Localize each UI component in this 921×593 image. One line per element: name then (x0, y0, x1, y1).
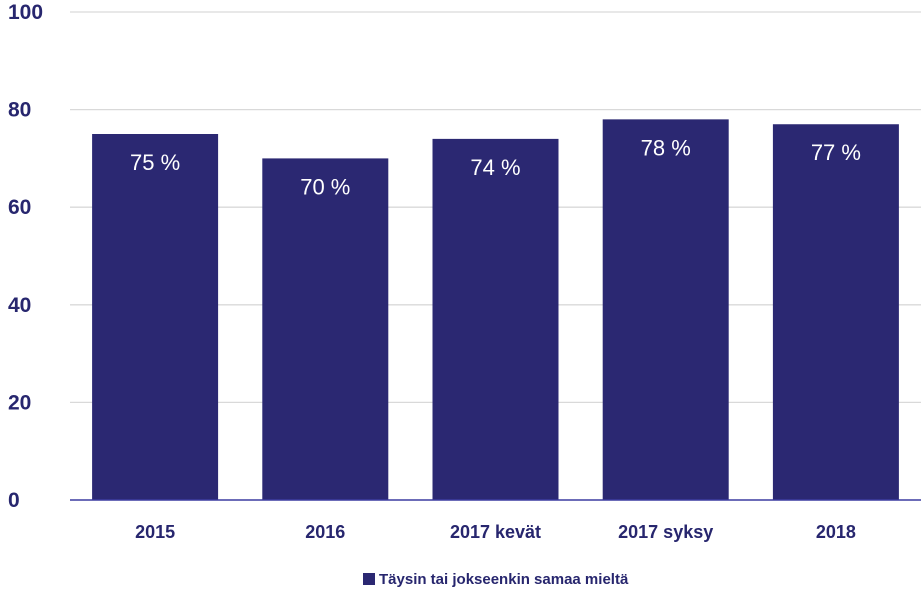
x-tick-label: 2017 kevät (450, 522, 541, 542)
bar (432, 138, 559, 500)
bar (262, 158, 389, 500)
x-tick-label: 2015 (135, 522, 175, 542)
bars (92, 119, 899, 501)
bar (602, 119, 729, 501)
y-tick-label: 80 (8, 99, 31, 122)
data-label: 70 % (300, 174, 350, 199)
data-label: 74 % (470, 155, 520, 180)
bar (92, 134, 219, 500)
y-tick-label: 60 (8, 196, 31, 219)
legend: Täysin tai jokseenkin samaa mieltä (363, 571, 629, 588)
data-label: 75 % (130, 150, 180, 175)
bar (772, 124, 899, 501)
legend-label: Täysin tai jokseenkin samaa mieltä (379, 571, 629, 588)
x-tick-label: 2017 syksy (618, 522, 713, 542)
x-tick-label: 2018 (816, 522, 856, 542)
y-tick-label: 100 (8, 1, 43, 24)
axes: 0 20 40 60 80 100 2015 2016 2017 kevät 2017 syksy… (8, 1, 921, 542)
data-labels: 75 % 70 % 74 % 78 % 77 % (130, 135, 861, 199)
y-tick-label: 0 (8, 489, 20, 512)
data-label: 78 % (641, 135, 691, 160)
x-tick-label: 2016 (305, 522, 345, 542)
y-tick-label: 40 (8, 294, 31, 317)
legend-swatch (363, 573, 375, 585)
y-tick-label: 20 (8, 391, 31, 414)
data-label: 77 % (811, 140, 861, 165)
